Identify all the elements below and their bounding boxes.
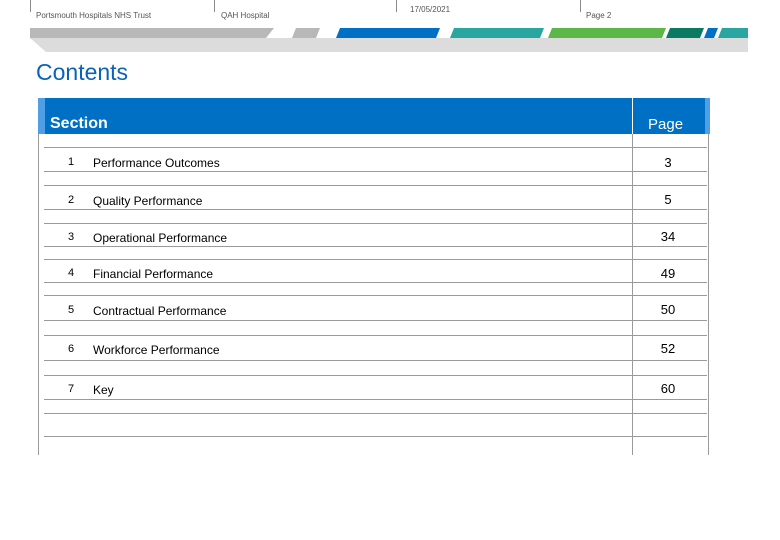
header-tick-4 — [580, 0, 581, 12]
row-line — [44, 413, 707, 414]
header-tick-2 — [214, 0, 215, 12]
row-number: 2 — [68, 194, 75, 206]
header-site: QAH Hospital — [221, 11, 270, 20]
row-page-number: 3 — [664, 155, 672, 170]
row-section-link[interactable]: Quality Performance — [93, 194, 203, 208]
row-line — [44, 246, 707, 247]
row-page-number: 52 — [660, 341, 676, 356]
row-line — [44, 209, 707, 210]
row-number: 5 — [68, 304, 75, 316]
table-left-border — [38, 134, 39, 455]
banner-blue-small-segment — [704, 28, 718, 38]
row-page-number: 50 — [660, 302, 676, 317]
row-number: 7 — [68, 383, 75, 395]
row-section-link[interactable]: Operational Performance — [93, 231, 228, 245]
banner-grey-band — [30, 28, 274, 38]
row-number: 1 — [68, 156, 75, 168]
header-tick-3 — [396, 0, 397, 12]
row-line — [44, 399, 707, 400]
row-page-number: 5 — [664, 192, 672, 207]
row-number: 4 — [68, 267, 75, 279]
banner-blue-segment — [336, 28, 440, 38]
header-banner — [30, 28, 748, 52]
banner-teal-small-segment — [718, 28, 748, 38]
header-page-label: Page 2 — [586, 11, 612, 20]
row-page-number: 49 — [660, 266, 676, 281]
row-number: 3 — [68, 231, 75, 243]
banner-teal-segment — [450, 28, 544, 38]
row-line — [44, 295, 707, 296]
row-line — [44, 171, 707, 172]
contents-table: Section Page 1 Performance Outcomes 3 2 … — [38, 98, 710, 455]
header-tick-1 — [30, 0, 31, 12]
row-line — [44, 185, 707, 186]
table-column-divider — [632, 134, 633, 455]
table-header: Section Page — [38, 98, 710, 134]
row-section-link[interactable]: Contractual Performance — [93, 304, 227, 318]
row-section-link[interactable]: Workforce Performance — [93, 343, 220, 357]
row-line — [44, 436, 707, 437]
row-section-link[interactable]: Key — [93, 383, 114, 397]
row-page-number: 60 — [660, 381, 676, 396]
row-section-link[interactable]: Financial Performance — [93, 267, 214, 281]
banner-grey-shadow — [30, 38, 748, 52]
row-number: 6 — [68, 343, 75, 355]
row-section-link[interactable]: Performance Outcomes — [93, 156, 220, 170]
row-line — [44, 282, 707, 283]
page-title: Contents — [36, 59, 129, 85]
row-line — [44, 147, 707, 148]
row-line — [44, 320, 707, 321]
row-line — [44, 360, 707, 361]
row-line — [44, 335, 707, 336]
row-line — [44, 259, 707, 260]
banner-green-segment — [548, 28, 666, 38]
table-right-border — [708, 134, 709, 455]
header-date: 17/05/2021 — [410, 5, 451, 14]
row-page-number: 34 — [660, 229, 676, 244]
section-column-header: Section — [50, 115, 108, 132]
page-column-header: Page — [648, 116, 684, 133]
row-line — [44, 223, 707, 224]
header-accent-right — [705, 98, 710, 134]
header-org: Portsmouth Hospitals NHS Trust — [36, 11, 152, 20]
header-accent-left — [38, 98, 45, 134]
header-divider — [632, 98, 633, 134]
banner-darkgreen-segment — [666, 28, 704, 38]
banner-grey-segment — [292, 28, 320, 38]
row-line — [44, 375, 707, 376]
